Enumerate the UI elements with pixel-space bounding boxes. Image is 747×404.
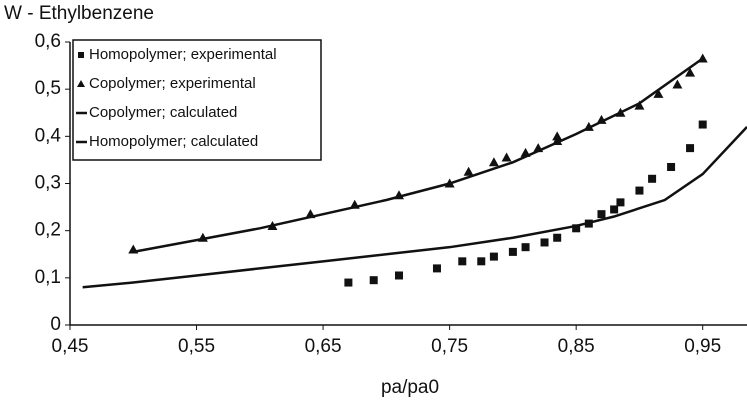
square-marker (667, 162, 676, 171)
chart-title: W - Ethylbenzene (4, 3, 154, 24)
legend-square (78, 52, 84, 58)
triangle-marker (672, 79, 683, 89)
square-marker (616, 198, 625, 207)
square-marker (521, 243, 530, 252)
triangle-marker (552, 131, 563, 141)
x-tick-label: 0,45 (52, 336, 89, 357)
triangle-marker (653, 88, 664, 98)
triangle-marker (463, 166, 474, 176)
x-tick-label: 0,65 (305, 336, 342, 357)
triangle-marker (685, 67, 696, 77)
square-marker (648, 174, 657, 183)
x-tick-label: 0,55 (178, 336, 215, 357)
triangle-marker (488, 157, 499, 167)
y-tick-label: 0,5 (35, 78, 61, 99)
square-marker (540, 238, 549, 247)
square-marker (635, 186, 644, 195)
triangle-marker (501, 152, 512, 162)
legend-label: Homopolymer; calculated (89, 133, 258, 150)
square-marker (597, 210, 606, 219)
legend-label: Homopolymer; experimental (89, 46, 277, 63)
square-marker (344, 278, 353, 287)
x-tick-label: 0,95 (684, 336, 721, 357)
square-marker (395, 271, 404, 280)
square-marker (477, 257, 486, 266)
square-marker (432, 264, 441, 273)
square-marker (610, 205, 619, 214)
calculated-line (133, 57, 704, 254)
square-marker (553, 233, 562, 242)
legend-box (72, 39, 322, 161)
square-marker (489, 252, 498, 261)
square-marker (698, 120, 707, 129)
square-marker (686, 144, 695, 153)
legend-label: Copolymer; calculated (89, 104, 237, 121)
y-tick-label: 0,6 (35, 31, 61, 52)
y-tick-label: 0,1 (35, 267, 61, 288)
x-tick-label: 0,75 (431, 336, 468, 357)
x-tick-label: 0,85 (558, 336, 595, 357)
square-marker (458, 257, 467, 266)
y-tick-label: 0,3 (35, 173, 61, 194)
y-tick-label: 0,4 (35, 125, 62, 146)
legend-triangle (77, 80, 85, 87)
x-axis-label: pa/pa0 (381, 377, 439, 398)
calculated-line (82, 126, 747, 289)
y-tick-label: 0 (50, 314, 61, 335)
legend-label: Copolymer; experimental (89, 75, 256, 92)
y-tick-label: 0,2 (35, 220, 61, 241)
square-marker (572, 224, 581, 233)
square-marker (508, 247, 517, 256)
square-marker (369, 276, 378, 285)
triangle-marker (634, 100, 645, 110)
